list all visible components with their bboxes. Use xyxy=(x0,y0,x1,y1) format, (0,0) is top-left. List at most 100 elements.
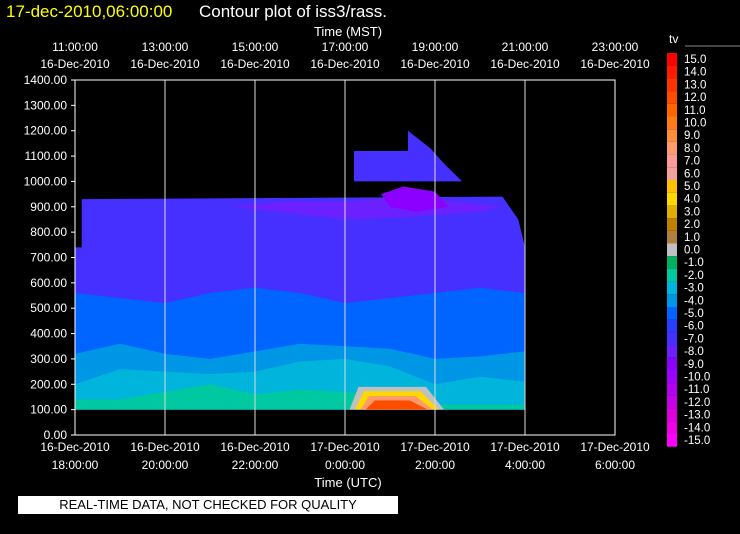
top-tick-time: 13:00:00 xyxy=(142,40,189,54)
warm-core-contour-4 xyxy=(365,400,428,410)
date-stamp: 17-dec-2010,06:00:00 xyxy=(6,2,173,21)
colorbar-swatch xyxy=(667,345,677,358)
chart-title: Contour plot of iss3/rass. xyxy=(199,2,388,21)
colorbar-swatch xyxy=(667,268,677,282)
colorbar-swatch xyxy=(667,116,677,130)
top-axis-ticks: 11:00:00 16-Dec-2010 13:00:00 16-Dec-2010 15… xyxy=(40,40,650,71)
colorbar-swatch xyxy=(667,205,677,219)
colorbar-swatch xyxy=(667,307,677,320)
colorbar-level-label: -10.0 xyxy=(684,372,710,384)
top-tick-time: 21:00:00 xyxy=(502,40,549,54)
colorbar-level-label: -8.0 xyxy=(684,346,704,358)
bottom-axis-title: Time (UTC) xyxy=(314,475,382,490)
colorbar-swatch xyxy=(667,319,677,333)
colorbar-level-label: -15.0 xyxy=(684,435,710,447)
top-tick-date: 16-Dec-2010 xyxy=(310,57,380,71)
bottom-tick-date: 16-Dec-2010 xyxy=(40,440,110,454)
y-tick-label: 1300.00 xyxy=(24,98,68,112)
colorbar-level-label: 15.0 xyxy=(684,54,706,66)
bottom-tick-time: 22:00:00 xyxy=(232,458,279,472)
colorbar-level-label: -1.0 xyxy=(684,257,704,269)
colorbar-level-label: 8.0 xyxy=(684,143,700,155)
top-tick-time: 23:00:00 xyxy=(592,40,639,54)
colorbar-swatch xyxy=(667,154,677,168)
colorbar-swatch xyxy=(667,357,677,371)
bottom-tick-time: 6:00:00 xyxy=(595,458,635,472)
colorbar-swatch xyxy=(667,141,677,155)
colorbar-swatch xyxy=(667,53,677,66)
colorbar-swatch xyxy=(667,218,677,231)
colorbar-swatch xyxy=(667,180,677,193)
colorbar-level-label: 10.0 xyxy=(684,118,706,130)
y-tick-label: 1100.00 xyxy=(25,149,68,163)
colorbar-level-label: 9.0 xyxy=(684,130,700,142)
y-tick-label: 400.00 xyxy=(30,327,67,341)
top-tick-time: 19:00:00 xyxy=(412,40,459,54)
y-tick-label: 1000.00 xyxy=(24,174,68,188)
colorbar-legend: tv 15.014.013.012.011.010.09.08.07.06.05.… xyxy=(667,32,740,447)
bottom-tick-time: 20:00:00 xyxy=(142,458,189,472)
colorbar-level-label: 14.0 xyxy=(684,67,706,79)
colorbar-swatch xyxy=(667,332,677,346)
y-tick-label: 700.00 xyxy=(30,251,67,265)
colorbar-level-label: -7.0 xyxy=(684,333,704,345)
top-tick-time: 11:00:00 xyxy=(52,40,98,54)
contour-band-violet xyxy=(381,186,449,212)
colorbar-level-label: -6.0 xyxy=(684,321,704,333)
y-tick-label: 1400.00 xyxy=(24,73,68,87)
colorbar-level-label: -12.0 xyxy=(684,397,710,409)
colorbar-level-label: 3.0 xyxy=(684,206,700,218)
colorbar-swatch xyxy=(667,256,677,269)
top-tick-date: 16-Dec-2010 xyxy=(580,57,650,71)
bottom-tick-date: 17-Dec-2010 xyxy=(580,440,650,454)
colorbar-swatch xyxy=(667,294,677,307)
colorbar-level-label: 4.0 xyxy=(684,194,700,206)
colorbar-level-label: 13.0 xyxy=(684,79,706,91)
colorbar-level-label: -4.0 xyxy=(684,295,704,307)
colorbar-label: tv xyxy=(669,32,678,46)
y-tick-label: 200.00 xyxy=(30,377,67,391)
top-tick-date: 16-Dec-2010 xyxy=(400,57,470,71)
y-tick-label: 800.00 xyxy=(30,225,67,239)
colorbar-swatch xyxy=(667,395,677,409)
bottom-tick-time: 18:00:00 xyxy=(52,458,99,472)
colorbar-swatch xyxy=(667,230,677,244)
bottom-tick-date: 17-Dec-2010 xyxy=(490,440,560,454)
top-tick-date: 16-Dec-2010 xyxy=(220,57,290,71)
bottom-tick-time: 0:00:00 xyxy=(325,458,365,472)
colorbar-swatch xyxy=(667,91,677,104)
colorbar-level-label: -13.0 xyxy=(684,410,710,422)
y-tick-label: 500.00 xyxy=(30,301,67,315)
top-tick-time: 17:00:00 xyxy=(322,40,369,54)
colorbar-level-label: -11.0 xyxy=(684,384,709,396)
colorbar-level-label: 1.0 xyxy=(684,232,700,244)
colorbar-swatch xyxy=(667,370,677,384)
bottom-tick-time: 2:00:00 xyxy=(415,458,455,472)
y-tick-label: 100.00 xyxy=(30,403,67,417)
bottom-tick-date: 17-Dec-2010 xyxy=(310,440,380,454)
colorbar-swatch xyxy=(667,129,677,142)
y-tick-label: 900.00 xyxy=(30,200,67,214)
top-tick-date: 16-Dec-2010 xyxy=(40,57,110,71)
colorbar-swatch xyxy=(667,65,677,79)
top-axis-title: Time (MST) xyxy=(313,24,383,39)
colorbar-level-label: -3.0 xyxy=(684,283,704,295)
y-axis-ticks: 0.00 100.00 200.00 300.00 400.00 500.00 600.00… xyxy=(24,73,75,442)
colorbar-swatch xyxy=(667,408,677,422)
colorbar-level-label: 2.0 xyxy=(684,219,700,231)
colorbar-level-label: -2.0 xyxy=(684,270,704,282)
colorbar-swatch xyxy=(667,192,677,206)
colorbar-swatch xyxy=(667,243,677,257)
top-tick-date: 16-Dec-2010 xyxy=(490,57,560,71)
colorbar-swatch xyxy=(667,103,677,117)
top-tick-time: 15:00:00 xyxy=(232,40,279,54)
y-tick-label: 300.00 xyxy=(30,352,67,366)
colorbar-level-label: 6.0 xyxy=(684,168,700,180)
quality-warning-banner: REAL-TIME DATA, NOT CHECKED FOR QUALITY xyxy=(18,496,398,514)
colorbar-swatch xyxy=(667,78,677,92)
top-tick-date: 16-Dec-2010 xyxy=(130,57,200,71)
colorbar-level-label: 0.0 xyxy=(684,245,700,257)
colorbar-level-label: 12.0 xyxy=(684,92,706,104)
colorbar-level-label: -14.0 xyxy=(684,422,710,434)
